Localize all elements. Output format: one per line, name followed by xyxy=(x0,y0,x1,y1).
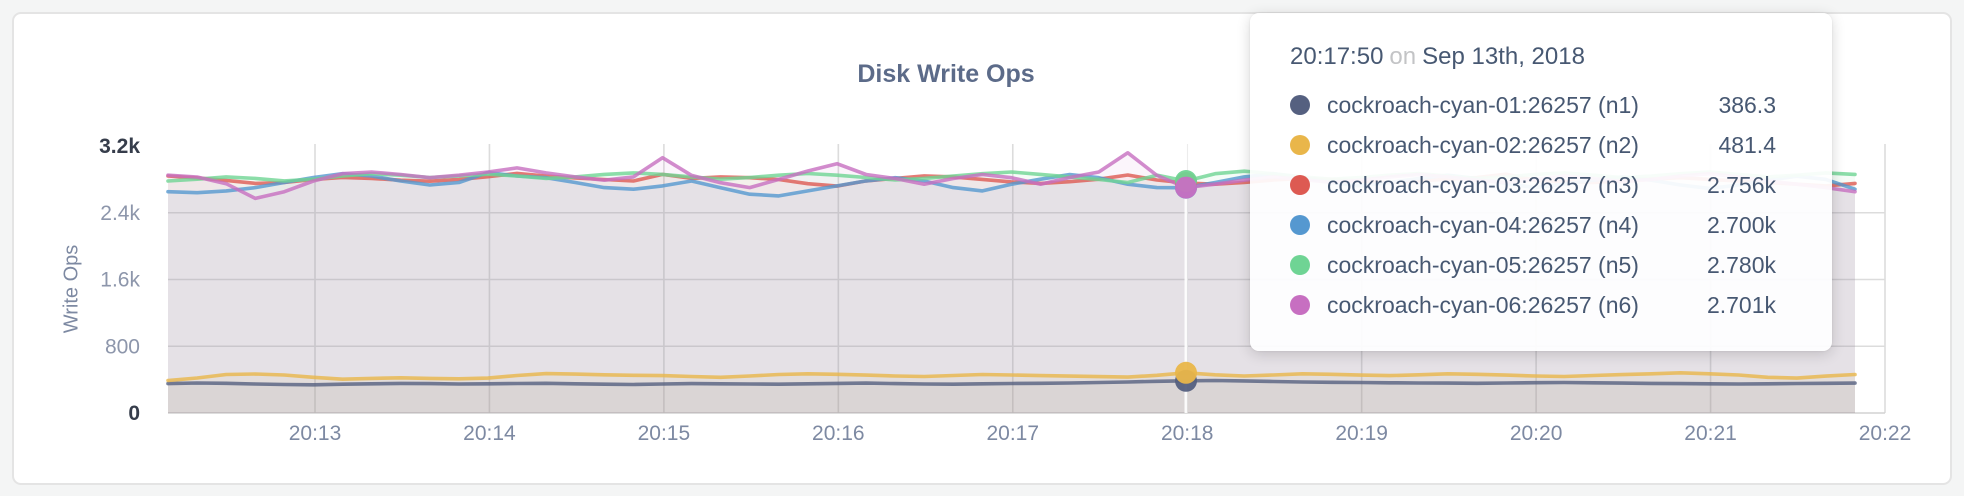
x-axis-ticks: 20:13 20:14 20:15 20:16 20:17 20:18 20:19 20:20… xyxy=(289,422,1912,445)
y-tick-label: 2.4k xyxy=(100,202,140,225)
series-color-dot-icon xyxy=(1290,255,1310,275)
series-name: cockroach-cyan-06:26257 (n6) xyxy=(1327,291,1639,318)
x-tick-label: 20:16 xyxy=(812,422,865,445)
hover-dots xyxy=(1175,170,1198,392)
series-color-dot-icon xyxy=(1290,215,1310,235)
x-tick-label: 20:21 xyxy=(1684,422,1737,445)
series-line xyxy=(166,371,1857,383)
series-line xyxy=(166,378,1857,387)
x-tick-label: 20:22 xyxy=(1859,422,1912,445)
series-area xyxy=(168,380,1855,413)
series-color-dot-icon xyxy=(1290,95,1310,115)
tooltip-series-row: cockroach-cyan-03:26257 (n3) 2.756k xyxy=(1290,165,1776,205)
y-tick-label: 1.6k xyxy=(100,269,140,292)
x-tick-label: 20:18 xyxy=(1161,422,1214,445)
series-color-dot-icon xyxy=(1290,135,1310,155)
series-color-dot-icon xyxy=(1290,295,1310,315)
x-tick-label: 20:15 xyxy=(638,422,691,445)
series-color-dot-icon xyxy=(1290,175,1310,195)
series-value: 481.4 xyxy=(1718,131,1776,158)
tooltip-series-row: cockroach-cyan-02:26257 (n2) 481.4 xyxy=(1290,125,1776,165)
y-tick-label: 800 xyxy=(105,335,140,358)
hover-tooltip: 20:17:50 on Sep 13th, 2018 cockroach-cyan-… xyxy=(1250,13,1832,351)
series-name: cockroach-cyan-02:26257 (n2) xyxy=(1327,131,1639,158)
tooltip-time: 20:17:50 xyxy=(1290,43,1384,70)
tooltip-date: Sep 13th, 2018 xyxy=(1422,43,1585,70)
tooltip-series-row: cockroach-cyan-01:26257 (n1) 386.3 xyxy=(1290,85,1776,125)
hover-point-dot xyxy=(1175,176,1198,199)
x-tick-label: 20:20 xyxy=(1510,422,1563,445)
x-tick-label: 20:13 xyxy=(289,422,342,445)
series-value: 2.700k xyxy=(1706,211,1776,238)
tooltip-series-list: cockroach-cyan-01:26257 (n1) 386.3 cockroa… xyxy=(1290,85,1776,325)
y-axis-ticks: 0 800 1.6k 2.4k 3.2k xyxy=(99,135,140,425)
x-tick-label: 20:14 xyxy=(463,422,516,445)
series-value: 2.756k xyxy=(1706,171,1776,198)
series-name: cockroach-cyan-04:26257 (n4) xyxy=(1327,211,1639,238)
series-value: 386.3 xyxy=(1718,91,1776,118)
series-value: 2.701k xyxy=(1706,291,1776,318)
y-tick-label: 3.2k xyxy=(99,135,140,158)
tooltip-header: 20:17:50 on Sep 13th, 2018 xyxy=(1290,43,1776,71)
series-name: cockroach-cyan-01:26257 (n1) xyxy=(1327,91,1639,118)
tooltip-on-word: on xyxy=(1389,43,1417,70)
series-value: 2.780k xyxy=(1706,251,1776,278)
x-tick-label: 20:17 xyxy=(986,422,1039,445)
x-tick-label: 20:19 xyxy=(1335,422,1388,445)
tooltip-series-row: cockroach-cyan-05:26257 (n5) 2.780k xyxy=(1290,245,1776,285)
series-name: cockroach-cyan-03:26257 (n3) xyxy=(1327,171,1639,198)
tooltip-series-row: cockroach-cyan-06:26257 (n6) 2.701k xyxy=(1290,285,1776,325)
chart-title: Disk Write Ops xyxy=(857,60,1035,88)
y-tick-label: 0 xyxy=(128,402,140,425)
series-name: cockroach-cyan-05:26257 (n5) xyxy=(1327,251,1639,278)
hover-point-dot xyxy=(1175,361,1198,384)
tooltip-series-row: cockroach-cyan-04:26257 (n4) 2.700k xyxy=(1290,205,1776,245)
